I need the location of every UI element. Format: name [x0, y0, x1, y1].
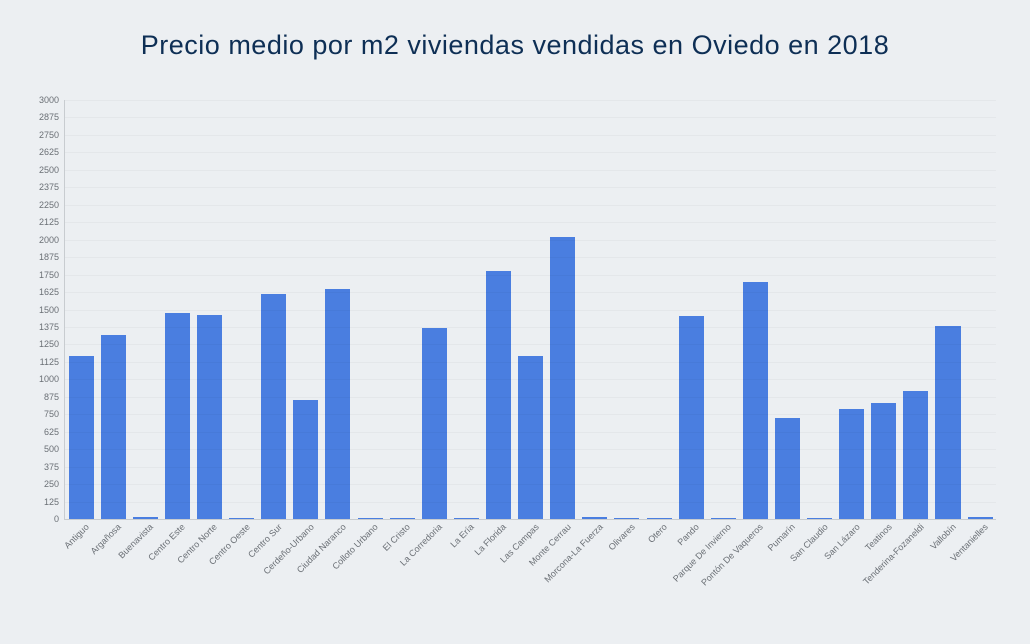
- y-tick-label: 2250: [39, 200, 65, 210]
- bar: [807, 518, 832, 519]
- x-tick-label: Tenderina-Fozaneldi: [861, 522, 926, 587]
- x-tick-label: Otero: [646, 522, 669, 545]
- x-tick-label: Morcona-La Fuerza: [542, 522, 605, 585]
- bar: [711, 518, 736, 519]
- bar: [454, 518, 479, 519]
- y-gridline: [65, 310, 996, 311]
- bar: [903, 391, 928, 519]
- x-tick-label: Teatinos: [863, 522, 894, 553]
- chart-title: Precio medio por m2 viviendas vendidas e…: [0, 30, 1030, 61]
- y-tick-label: 2875: [39, 112, 65, 122]
- x-tick-label: Antiguo: [62, 522, 91, 551]
- y-tick-label: 2125: [39, 217, 65, 227]
- y-tick-label: 1750: [39, 270, 65, 280]
- chart-plot-area: AntiguoArgañosaBuenavistaCentro EsteCent…: [64, 100, 996, 520]
- y-tick-label: 1250: [39, 339, 65, 349]
- y-gridline: [65, 222, 996, 223]
- y-gridline: [65, 152, 996, 153]
- y-tick-label: 1000: [39, 374, 65, 384]
- y-gridline: [65, 379, 996, 380]
- y-gridline: [65, 484, 996, 485]
- y-gridline: [65, 397, 996, 398]
- y-gridline: [65, 432, 996, 433]
- x-tick-label: La Ería: [449, 522, 477, 550]
- bar: [935, 326, 960, 519]
- y-tick-label: 2750: [39, 130, 65, 140]
- y-tick-label: 0: [54, 514, 65, 524]
- y-gridline: [65, 362, 996, 363]
- y-tick-label: 2625: [39, 147, 65, 157]
- y-tick-label: 625: [44, 427, 65, 437]
- y-gridline: [65, 135, 996, 136]
- bar: [229, 518, 254, 519]
- y-tick-label: 1125: [40, 357, 65, 367]
- y-tick-label: 875: [44, 392, 65, 402]
- x-tick-label: Olivares: [606, 522, 636, 552]
- y-gridline: [65, 275, 996, 276]
- y-gridline: [65, 205, 996, 206]
- x-tick-label: El Cristo: [381, 522, 412, 553]
- y-tick-label: 2375: [39, 182, 65, 192]
- y-gridline: [65, 467, 996, 468]
- y-gridline: [65, 117, 996, 118]
- y-gridline: [65, 240, 996, 241]
- x-tick-label: Pumarín: [766, 522, 797, 553]
- y-gridline: [65, 100, 996, 101]
- y-tick-label: 250: [44, 479, 65, 489]
- y-gridline: [65, 170, 996, 171]
- bar: [422, 328, 447, 519]
- y-gridline: [65, 414, 996, 415]
- y-tick-label: 3000: [39, 95, 65, 105]
- y-gridline: [65, 292, 996, 293]
- y-gridline: [65, 344, 996, 345]
- bar: [197, 315, 222, 519]
- chart-container: Precio medio por m2 viviendas vendidas e…: [0, 0, 1030, 644]
- y-tick-label: 750: [44, 409, 65, 419]
- y-tick-label: 2000: [39, 235, 65, 245]
- bar: [390, 518, 415, 519]
- y-tick-label: 125: [44, 497, 65, 507]
- bar: [133, 517, 158, 519]
- bar: [486, 271, 511, 519]
- y-tick-label: 375: [44, 462, 65, 472]
- y-tick-label: 500: [44, 444, 65, 454]
- y-gridline: [65, 187, 996, 188]
- y-gridline: [65, 257, 996, 258]
- y-tick-label: 1625: [39, 287, 65, 297]
- y-gridline: [65, 449, 996, 450]
- bar: [614, 518, 639, 519]
- bar: [968, 517, 993, 519]
- y-tick-label: 1500: [39, 305, 65, 315]
- x-tick-label: Pontón De Vaqueros: [700, 522, 766, 588]
- x-tick-label: Parque De Invierno: [671, 522, 733, 584]
- bar: [358, 518, 383, 519]
- x-tick-label: Vallobín: [928, 522, 958, 552]
- bar: [775, 418, 800, 519]
- bar: [647, 518, 672, 519]
- bar: [679, 316, 704, 519]
- y-gridline: [65, 502, 996, 503]
- bar: [582, 517, 607, 519]
- x-tick-label: Pando: [676, 522, 701, 547]
- y-gridline: [65, 327, 996, 328]
- chart-plot: AntiguoArgañosaBuenavistaCentro EsteCent…: [64, 100, 996, 520]
- y-tick-label: 2500: [39, 165, 65, 175]
- y-tick-label: 1875: [39, 252, 65, 262]
- bar: [550, 237, 575, 519]
- y-tick-label: 1375: [39, 322, 65, 332]
